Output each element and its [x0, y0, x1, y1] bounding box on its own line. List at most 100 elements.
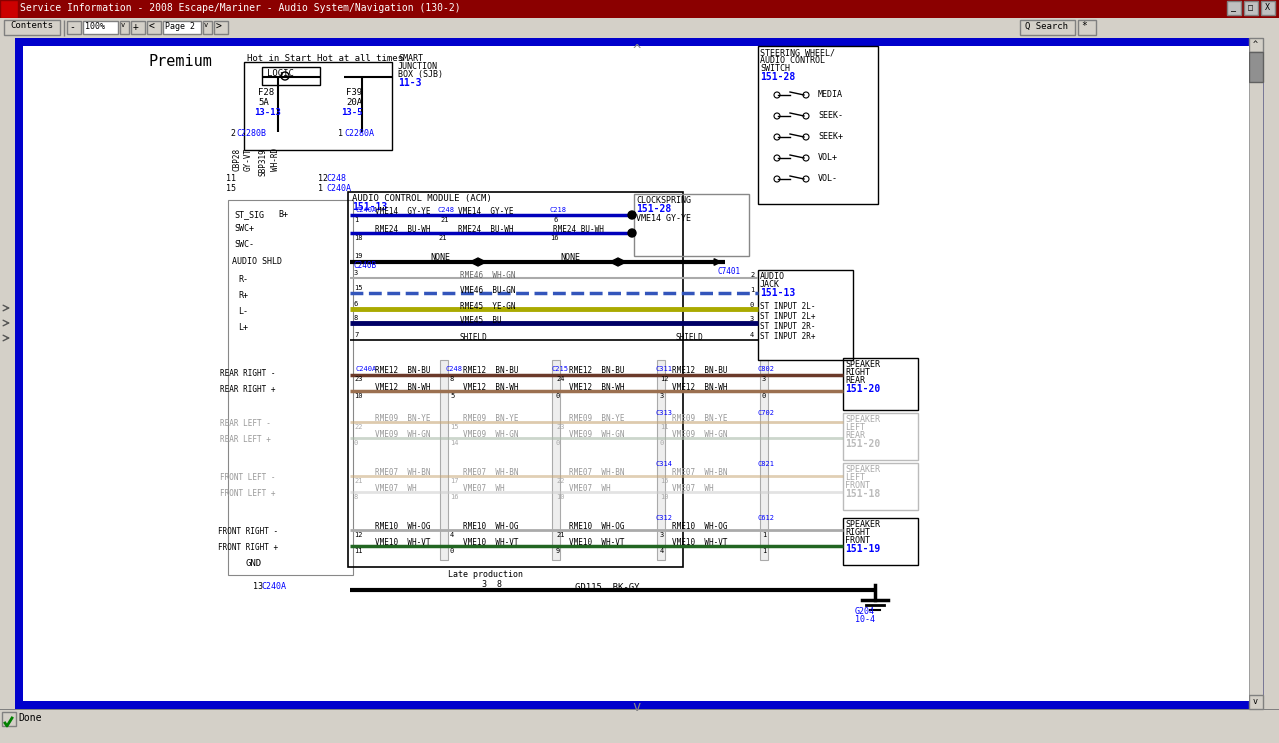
Text: 8: 8: [354, 494, 358, 500]
Text: 0: 0: [354, 440, 358, 446]
Text: 4: 4: [749, 332, 755, 338]
Text: FRONT LEFT -: FRONT LEFT -: [220, 473, 275, 482]
Text: C240A: C240A: [356, 207, 376, 213]
Text: 1: 1: [762, 532, 766, 538]
Text: VME14 GY-YE: VME14 GY-YE: [636, 214, 691, 223]
Text: 16: 16: [450, 494, 458, 500]
Text: 14: 14: [450, 440, 458, 446]
Text: VME10  WH-VT: VME10 WH-VT: [463, 538, 518, 547]
Text: 0: 0: [556, 393, 560, 399]
Text: REAR RIGHT -: REAR RIGHT -: [220, 369, 275, 378]
Text: 1: 1: [762, 548, 766, 554]
Text: SEEK-: SEEK-: [819, 111, 843, 120]
Bar: [23, 46, 1250, 701]
Text: 2: 2: [749, 272, 755, 278]
Text: FRONT RIGHT -: FRONT RIGHT -: [217, 527, 278, 536]
Bar: [758, 270, 853, 360]
Bar: [760, 360, 767, 560]
Text: 8: 8: [354, 315, 358, 321]
Text: RME24  BU-WH: RME24 BU-WH: [458, 225, 513, 234]
Text: 21: 21: [556, 532, 564, 538]
Bar: [843, 358, 918, 410]
Text: FRONT LEFT +: FRONT LEFT +: [220, 489, 275, 498]
Text: NONE: NONE: [430, 253, 450, 262]
Bar: [843, 413, 918, 460]
Bar: [0, 0, 18, 18]
Bar: [634, 194, 749, 256]
Text: VME09  WH-GN: VME09 WH-GN: [463, 430, 518, 439]
Text: Hot in Start: Hot in Start: [247, 54, 312, 63]
Text: C218: C218: [550, 207, 567, 213]
Text: RME09  BN-YE: RME09 BN-YE: [671, 414, 728, 423]
Text: 15: 15: [226, 184, 237, 193]
Bar: [262, 67, 320, 85]
Text: VME09  WH-GN: VME09 WH-GN: [569, 430, 624, 439]
Text: SWC-: SWC-: [234, 240, 255, 249]
Text: 151-20: 151-20: [845, 439, 880, 449]
Bar: [348, 192, 683, 567]
Text: v: v: [633, 700, 641, 714]
Text: 20A: 20A: [347, 98, 362, 107]
Text: Contents: Contents: [10, 22, 52, 30]
Bar: [0, 18, 1279, 38]
Text: 23: 23: [556, 424, 564, 430]
Text: 13: 13: [253, 582, 263, 591]
Text: 3: 3: [749, 316, 755, 322]
Text: ST INPUT 2L-: ST INPUT 2L-: [760, 302, 816, 311]
Text: RME07  WH-BN: RME07 WH-BN: [569, 468, 624, 477]
Text: L-: L-: [238, 307, 248, 316]
Bar: [4, 20, 60, 35]
Bar: [1256, 38, 1264, 709]
Text: C702: C702: [758, 410, 775, 416]
Text: 21: 21: [440, 217, 449, 223]
Text: 13-13: 13-13: [255, 108, 281, 117]
Text: C7401: C7401: [718, 267, 741, 276]
Text: AUDIO SHLD: AUDIO SHLD: [231, 257, 281, 266]
Text: VME14  GY-YE: VME14 GY-YE: [375, 207, 431, 216]
Bar: [228, 200, 353, 575]
Text: Premium: Premium: [148, 54, 212, 69]
Text: RME24 BU-WH: RME24 BU-WH: [553, 225, 604, 234]
Text: 11-3: 11-3: [398, 78, 422, 88]
Text: 6: 6: [553, 217, 558, 223]
Text: C248: C248: [437, 207, 455, 213]
Text: VME12  BN-WH: VME12 BN-WH: [375, 383, 431, 392]
Text: 3: 3: [660, 532, 664, 538]
Text: C313: C313: [655, 410, 671, 416]
Text: 151-13: 151-13: [352, 202, 388, 212]
Text: RME12  BN-BU: RME12 BN-BU: [569, 366, 624, 375]
Text: C2280A: C2280A: [344, 129, 373, 138]
Text: C312: C312: [655, 515, 671, 521]
Text: SEEK+: SEEK+: [819, 132, 843, 141]
Text: 0: 0: [762, 393, 766, 399]
Text: WH-RD: WH-RD: [271, 148, 280, 171]
Text: 11: 11: [226, 174, 237, 183]
Text: NONE: NONE: [560, 253, 579, 262]
Text: 151-19: 151-19: [845, 544, 880, 554]
Text: 15: 15: [354, 285, 362, 291]
Text: C240A: C240A: [356, 366, 376, 372]
Text: 5A: 5A: [258, 98, 269, 107]
Text: SPEAKER: SPEAKER: [845, 465, 880, 474]
Text: 151-20: 151-20: [845, 384, 880, 394]
Text: RME07  WH-BN: RME07 WH-BN: [671, 468, 728, 477]
Bar: [758, 46, 877, 204]
Bar: [1250, 38, 1262, 52]
Text: v: v: [1253, 697, 1259, 706]
Text: 7: 7: [354, 332, 358, 338]
Bar: [1250, 695, 1262, 709]
Text: LEFT: LEFT: [845, 423, 865, 432]
Text: 12: 12: [318, 174, 327, 183]
Text: 8: 8: [450, 376, 454, 382]
Text: RME09  BN-YE: RME09 BN-YE: [375, 414, 431, 423]
Bar: [214, 21, 228, 34]
Text: 0: 0: [556, 440, 560, 446]
Text: 2: 2: [230, 129, 235, 138]
Text: VME07  WH: VME07 WH: [671, 484, 714, 493]
Text: L+: L+: [238, 323, 248, 332]
Text: VOL+: VOL+: [819, 153, 838, 162]
Text: VME45  BU: VME45 BU: [460, 316, 501, 325]
Text: 1: 1: [338, 129, 343, 138]
Text: LOGIC: LOGIC: [267, 69, 294, 78]
Text: VME09  WH-GN: VME09 WH-GN: [671, 430, 728, 439]
